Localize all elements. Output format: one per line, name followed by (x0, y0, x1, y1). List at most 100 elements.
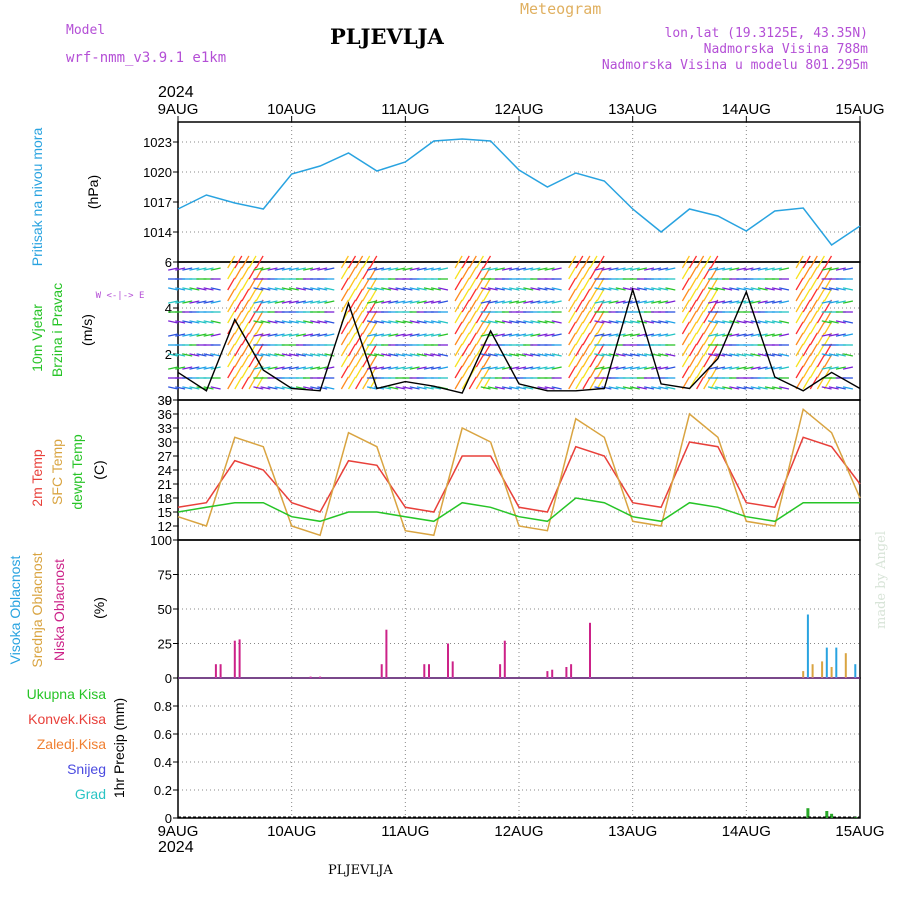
cloud-low-bar (423, 664, 426, 678)
wind-arrow (423, 353, 434, 357)
wind-arrow (310, 333, 321, 337)
wind-arrow (475, 376, 484, 390)
wind-arrow (821, 333, 832, 337)
wind-arrow (317, 386, 328, 390)
wind-arrow (430, 287, 441, 291)
wind-arrow (551, 333, 562, 337)
y-tick-label: 6 (165, 255, 172, 270)
wind-arrow (395, 353, 406, 357)
wind-arrow (809, 310, 818, 324)
wind-arrow (601, 320, 612, 324)
wind-arrow (374, 320, 385, 324)
wind-arrow (795, 365, 804, 379)
wind-arrow (644, 300, 655, 304)
wind-arrow (241, 266, 250, 280)
wind-arrow (324, 366, 335, 370)
wind-arrow (227, 332, 236, 346)
wind-arrow (234, 288, 243, 302)
wind-arrow (544, 267, 555, 271)
wind-arrow (196, 267, 207, 271)
temp-sfc-label: SFC Temp (49, 439, 65, 505)
wind-arrow (750, 333, 761, 337)
wind-arrow (196, 287, 207, 291)
wind-arrow (430, 320, 441, 324)
wind-arrow (182, 386, 193, 390)
wind-arrow (355, 310, 364, 324)
wind-arrow (210, 386, 221, 390)
wind-arrow (523, 353, 534, 357)
wind-arrow (475, 321, 484, 335)
wind-arrow (260, 353, 271, 357)
wind-arrow (795, 310, 804, 324)
wind-arrow (281, 267, 292, 271)
wind-arrow (771, 386, 782, 390)
wind-arrow (168, 287, 179, 291)
wind-arrow (267, 366, 278, 370)
wind-arrow (509, 386, 520, 390)
wind-arrow (274, 300, 285, 304)
wind-arrow (743, 300, 754, 304)
wind-arrow (487, 320, 498, 324)
wind-arrow (594, 333, 605, 337)
wind-arrow (601, 267, 612, 271)
wind-arrow (596, 321, 605, 335)
cloud-low-bar (589, 622, 591, 678)
wind-arrow (362, 255, 371, 269)
wind-arrow (388, 320, 399, 324)
wind-arrow (402, 320, 413, 324)
wind-arrow (189, 353, 200, 357)
cloud-unit: (%) (91, 597, 107, 619)
model-name: wrf-nmm_v3.9.1 e1km (66, 50, 226, 66)
wind-arrow (288, 366, 299, 370)
wind-arrow (468, 310, 477, 324)
wind-arrow (596, 255, 605, 269)
wind-arrow (423, 333, 434, 337)
wind-arrow (530, 353, 541, 357)
wind-arrow (736, 333, 747, 337)
wind-arrow (589, 376, 598, 390)
wind-arrow (779, 320, 790, 324)
wind-arrow (475, 365, 484, 379)
wind-arrow (582, 255, 591, 269)
wind-arrow (409, 353, 420, 357)
wind-arrow (438, 287, 449, 291)
wind-arrow (494, 287, 505, 291)
cloud-low-bar (447, 643, 449, 678)
wind-arrow (736, 287, 747, 291)
wind-arrow (696, 376, 705, 390)
wind-arrow (795, 266, 804, 280)
wind-arrow (438, 366, 449, 370)
wind-arrow (362, 321, 371, 335)
wind-arrow (182, 320, 193, 324)
wind-arrow (530, 287, 541, 291)
wind-arrow (644, 287, 655, 291)
wind-arrow (241, 299, 250, 313)
cloud-mid-bar (844, 653, 847, 678)
wind-arrow (750, 300, 761, 304)
wind-arrow (835, 287, 846, 291)
wind-arrow (530, 300, 541, 304)
wind-arrow (530, 267, 541, 271)
wind-arrow (516, 267, 527, 271)
wind-arrow (743, 353, 754, 357)
y-tick-label: 0.8 (154, 699, 172, 714)
wind-arrow (729, 300, 740, 304)
wind-arrow (482, 321, 492, 335)
temp-labels: 2m Temp SFC Temp dewpt Temp (C) (29, 434, 107, 509)
wind-arrow (816, 343, 825, 357)
wind-arrow (582, 288, 591, 302)
wind-arrow (582, 266, 591, 280)
precip-frozen-label: Zaledj.Kisa (37, 736, 106, 752)
wind-arrow (816, 332, 825, 346)
wind-arrow (454, 321, 463, 335)
wind-arrow (454, 365, 463, 379)
wind-arrow (196, 366, 207, 370)
wind-arrow (575, 376, 584, 390)
wind-arrow (255, 310, 264, 324)
wind-arrow (203, 353, 214, 357)
wind-arrow (430, 300, 441, 304)
cloud-low-bar (233, 640, 236, 678)
wind-arrow (248, 354, 257, 368)
wind-arrow (366, 333, 378, 337)
wind-arrow (210, 267, 221, 271)
